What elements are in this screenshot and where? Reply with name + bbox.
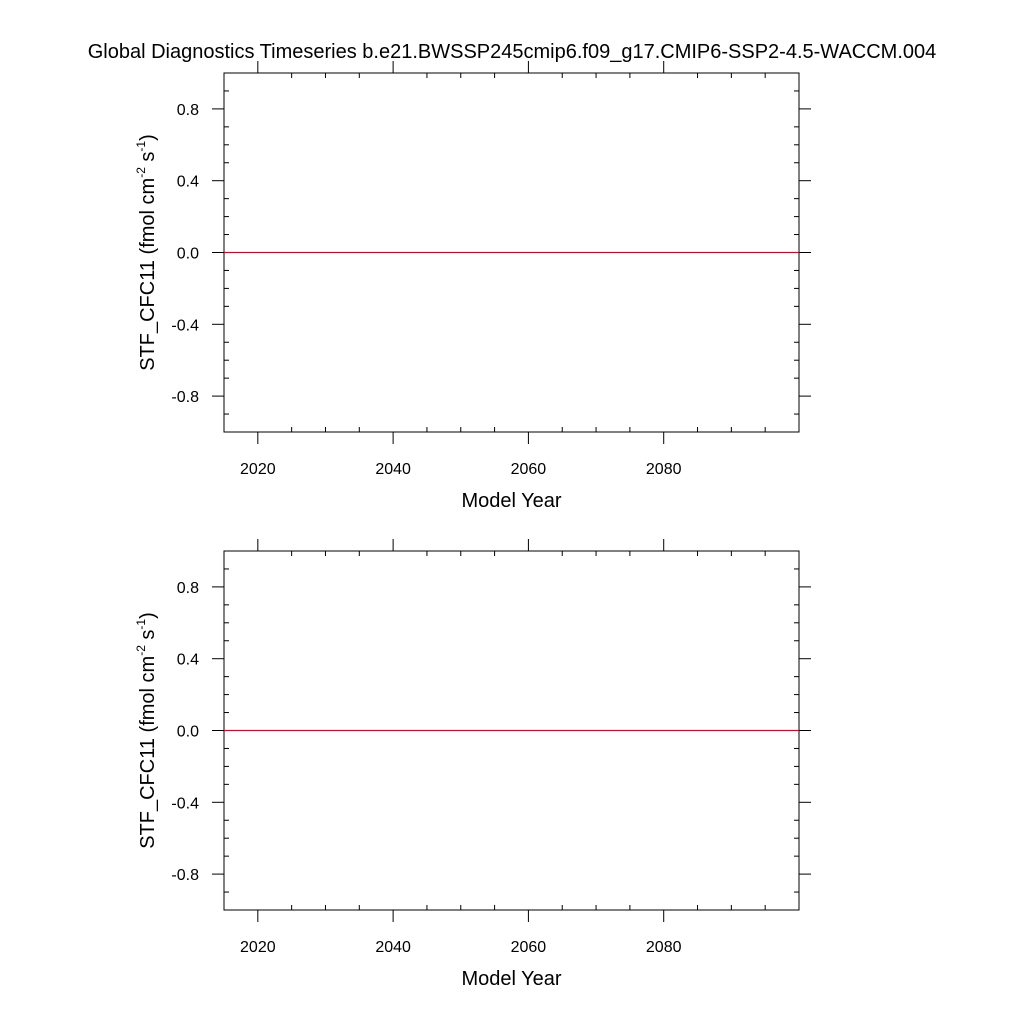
x-axis-title: Model Year	[461, 968, 561, 990]
x-axis-title: Model Year	[461, 490, 561, 512]
y-axis-title-superscript: -1	[134, 619, 148, 630]
y-tick-label: 0.4	[177, 652, 199, 669]
x-tick-label: 2020	[240, 461, 276, 478]
y-axis-title-part: s	[137, 152, 159, 168]
x-tick-label: 2060	[511, 461, 547, 478]
y-tick-label: 0.4	[177, 174, 199, 191]
y-axis-title-superscript: -1	[134, 141, 148, 152]
panels: 2020 2040 2060 2080 0.8 0.4 0.0 -0.4 -0.8 Model Y…	[134, 61, 811, 990]
y-axis-title-part: )	[137, 134, 159, 141]
y-axis-title-part: STF_CFC11 (fmol cm	[137, 178, 159, 371]
y-axis-title-part: )	[137, 612, 159, 619]
y-axis-title-part: STF_CFC11 (fmol cm	[137, 656, 159, 849]
x-tick-label: 2020	[240, 939, 276, 956]
y-axis-title: STF_CFC11 (fmol cm-2 s-1)	[134, 134, 159, 371]
x-tick-label: 2060	[511, 939, 547, 956]
y-tick-label: -0.8	[171, 867, 199, 884]
x-tick-label: 2040	[375, 461, 411, 478]
y-tick-label: -0.4	[171, 317, 199, 334]
x-tick-label: 2080	[646, 461, 682, 478]
figure-title: Global Diagnostics Timeseries b.e21.BWSS…	[88, 41, 937, 63]
y-axis-title: STF_CFC11 (fmol cm-2 s-1)	[134, 612, 159, 849]
y-tick-label: 0.8	[177, 102, 199, 119]
y-axis-title-superscript: -2	[134, 645, 148, 656]
plot-panel-1: 2020 2040 2060 2080 0.8 0.4 0.0 -0.4 -0.8 Model Y…	[134, 61, 811, 512]
y-axis-title-part: s	[137, 630, 159, 646]
x-tick-label: 2080	[646, 939, 682, 956]
y-tick-label: -0.4	[171, 795, 199, 812]
y-tick-label: -0.8	[171, 389, 199, 406]
x-tick-label: 2040	[375, 939, 411, 956]
y-tick-label: 0.8	[177, 580, 199, 597]
plot-panel-2: 2020 2040 2060 2080 0.8 0.4 0.0 -0.4 -0.8 Model Y…	[134, 539, 811, 990]
y-tick-label: 0.0	[177, 724, 199, 741]
y-tick-label: 0.0	[177, 246, 199, 263]
y-axis-title-superscript: -2	[134, 167, 148, 178]
